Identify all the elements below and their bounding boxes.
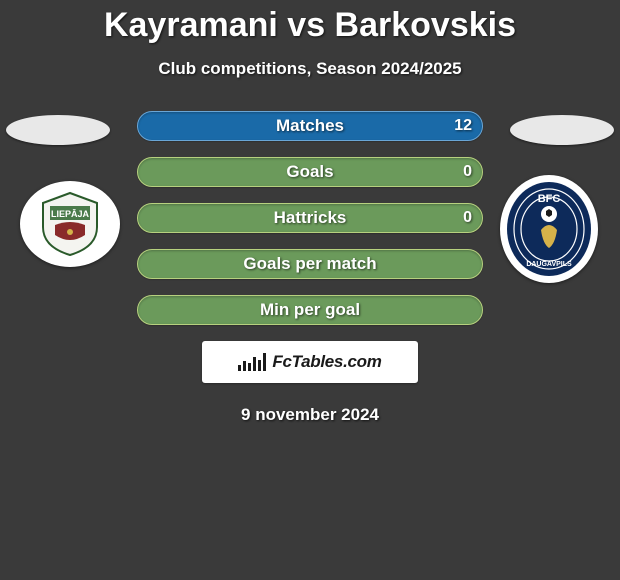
stat-label: Goals per match: [243, 254, 376, 274]
snapshot-date: 9 november 2024: [0, 405, 620, 425]
liepaja-shield-icon: LIEPĀJA: [35, 189, 105, 259]
left-player-column: LIEPĀJA: [0, 111, 120, 267]
left-club-logo: LIEPĀJA: [20, 181, 120, 267]
stat-label: Matches: [276, 116, 344, 136]
stat-row: Matches 12: [137, 111, 483, 141]
svg-text:BFC: BFC: [538, 193, 561, 205]
stat-label: Min per goal: [260, 300, 360, 320]
svg-text:LIEPĀJA: LIEPĀJA: [51, 209, 90, 219]
stat-row: Goals per match: [137, 249, 483, 279]
stat-list: Matches 12 Goals 0 Hattricks 0 Goals per match…: [137, 111, 483, 325]
watermark-bars-icon: [238, 353, 266, 371]
stat-row: Min per goal: [137, 295, 483, 325]
stat-value-right: 0: [463, 204, 472, 232]
right-player-avatar-placeholder: [510, 115, 614, 145]
page-subtitle: Club competitions, Season 2024/2025: [0, 59, 620, 79]
stat-row: Hattricks 0: [137, 203, 483, 233]
svg-text:DAUGAVPILS: DAUGAVPILS: [526, 261, 572, 268]
right-club-logo: BFC DAUGAVPILS: [500, 175, 598, 283]
stat-value-right: 0: [463, 158, 472, 186]
watermark-text: FcTables.com: [272, 352, 381, 372]
stat-label: Goals: [286, 162, 333, 182]
watermark: FcTables.com: [202, 341, 418, 383]
body-area: LIEPĀJA BFC DAUGAVPILS: [0, 111, 620, 425]
comparison-card: Kayramani vs Barkovskis Club competition…: [0, 0, 620, 580]
stat-label: Hattricks: [274, 208, 347, 228]
bfc-daugavpils-shield-icon: BFC DAUGAVPILS: [505, 180, 593, 278]
stat-row: Goals 0: [137, 157, 483, 187]
stat-value-right: 12: [454, 112, 472, 140]
left-player-avatar-placeholder: [6, 115, 110, 145]
page-title: Kayramani vs Barkovskis: [0, 6, 620, 45]
right-player-column: BFC DAUGAVPILS: [500, 111, 620, 283]
